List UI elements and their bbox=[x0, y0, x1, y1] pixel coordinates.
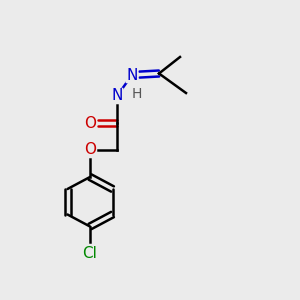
Text: H: H bbox=[131, 88, 142, 101]
Text: O: O bbox=[84, 142, 96, 158]
Text: O: O bbox=[84, 116, 96, 130]
Text: N: N bbox=[126, 68, 138, 82]
Text: N: N bbox=[111, 88, 123, 104]
Text: Cl: Cl bbox=[82, 246, 98, 261]
